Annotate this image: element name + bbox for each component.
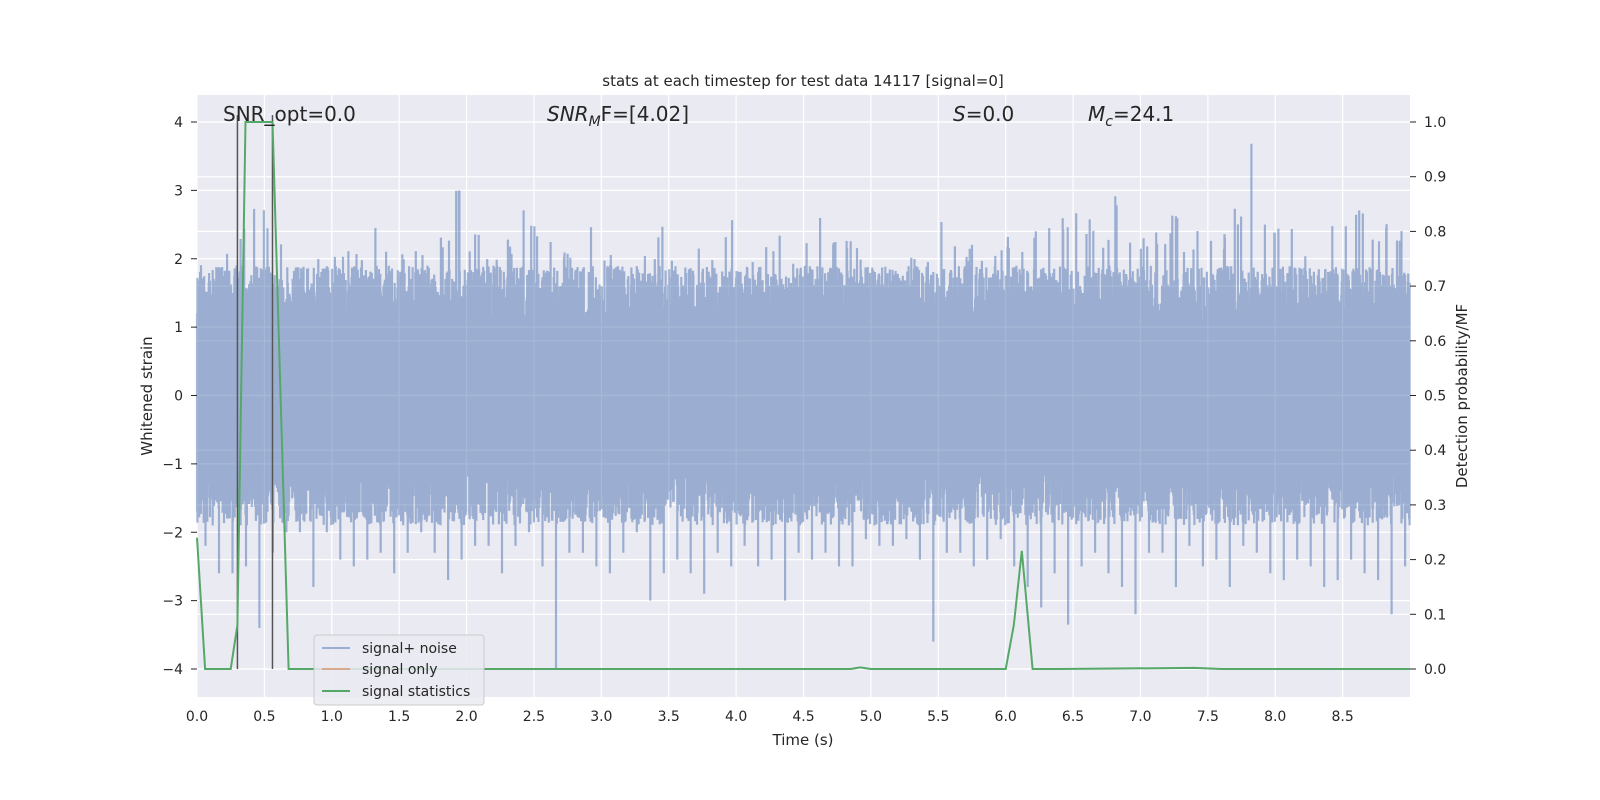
y-tick-label: −2 [162,525,183,541]
y-tick-label-right: 0.9 [1424,170,1446,186]
y-tick-label: 3 [174,183,183,199]
y-tick-label-right: 0.3 [1424,498,1446,514]
y-tick-label-right: 0.4 [1424,443,1446,459]
y-tick-label: −3 [162,594,183,610]
x-ticks: 0.0 0.5 1.0 1.5 2.0 2.5 3.0 3.5 4.0 4.5 5.0 5.5 6.0 6… [186,709,1354,725]
x-tick-label: 1.0 [321,709,343,725]
annotation-mc: Mc=24.1 [1088,102,1174,130]
x-tick-label: 4.0 [725,709,747,725]
y-tick-label-right: 0.7 [1424,279,1446,295]
x-tick-label: 5.5 [927,709,949,725]
y-tick-label-right: 1.0 [1424,115,1446,131]
y-tick-label: −4 [162,662,183,678]
y-tick-label: 2 [174,252,183,268]
x-tick-label: 5.0 [860,709,882,725]
x-axis-label: Time (s) [772,731,834,749]
x-tick-label: 6.0 [995,709,1017,725]
y-tick-label-right: 0.5 [1424,389,1446,405]
chart-title: stats at each timestep for test data 141… [602,72,1003,90]
x-tick-label: 4.5 [792,709,814,725]
annotation-s: S=0.0 [953,102,1014,126]
x-tick-label: 2.0 [455,709,477,725]
x-tick-label: 3.5 [658,709,680,725]
y-ticks-left: −4 −3 −2 −1 0 1 2 3 4 [162,115,197,678]
x-tick-label: 3.0 [590,709,612,725]
y-tick-label-right: 0.6 [1424,334,1446,350]
x-tick-label: 1.5 [388,709,410,725]
x-tick-label: 6.5 [1062,709,1084,725]
noise-bars [195,143,1411,669]
y-tick-label-right: 0.0 [1424,662,1446,678]
signal-noise-series [195,143,1411,669]
legend: signal+ noise signal only signal statist… [313,634,485,706]
y-tick-label-right: 0.1 [1424,607,1446,623]
x-tick-label: 7.0 [1129,709,1151,725]
legend-label-stats: signal statistics [362,684,470,700]
y-tick-label-right: 0.2 [1424,553,1446,569]
annotation-snr-opt: SNR_opt=0.0 [223,102,356,126]
legend-label-noise: signal+ noise [362,641,457,657]
x-tick-label: 8.5 [1331,709,1353,725]
signal-statistics-line [196,121,1410,670]
x-tick-label: 8.0 [1264,709,1286,725]
annotation-snr-mf: SNRMF=[4.02] [547,102,689,130]
x-tick-label: 2.5 [523,709,545,725]
x-tick-label: 0.0 [186,709,208,725]
y-tick-label: −1 [162,457,183,473]
x-tick-label: 0.5 [253,709,275,725]
legend-label-signal: signal only [362,662,437,678]
y-axis-label-right: Detection probability/MF [1453,304,1471,488]
y-ticks-right: 0.0 0.1 0.2 0.3 0.4 0.5 0.6 0.7 0.8 0.9 1.0 [1410,115,1446,678]
y-tick-label: 1 [174,320,183,336]
y-axis-label: Whitened strain [138,336,156,455]
y-tick-label: 0 [174,389,183,405]
y-tick-label-right: 0.8 [1424,224,1446,240]
y-tick-label: 4 [174,115,183,131]
x-tick-label: 7.5 [1197,709,1219,725]
